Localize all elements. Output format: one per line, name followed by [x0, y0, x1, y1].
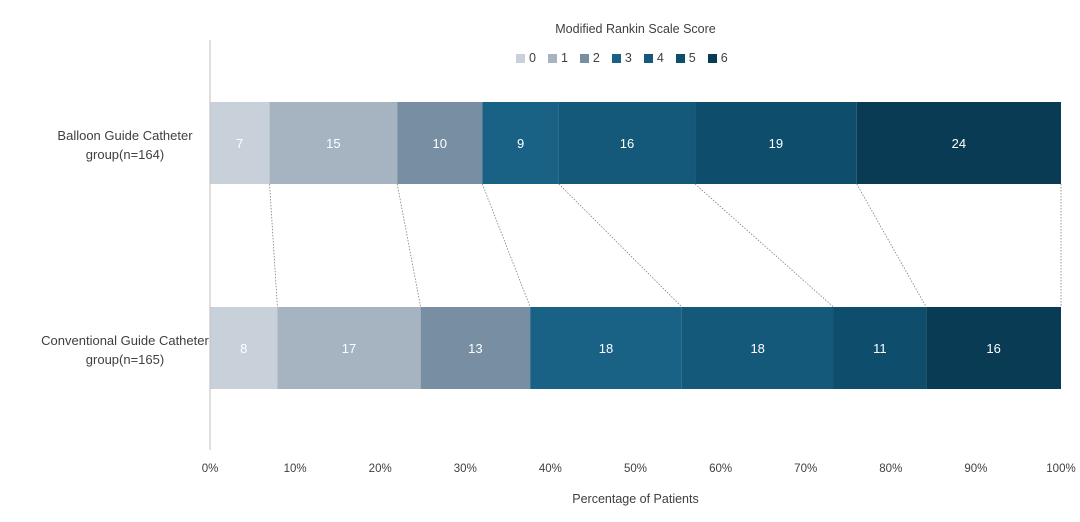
data-label: 18	[599, 341, 613, 356]
x-tick-label: 70%	[794, 463, 817, 475]
legend-swatch	[643, 53, 653, 63]
data-label: 10	[433, 136, 447, 151]
data-label: 11	[873, 341, 887, 356]
legend-label: 1	[560, 51, 568, 65]
data-label: 15	[326, 136, 340, 151]
legend-title: Modified Rankin Scale Score	[555, 22, 716, 36]
bar-segment	[397, 102, 483, 184]
bar-segment	[681, 307, 834, 389]
series-line	[269, 183, 278, 308]
x-tick-label: 30%	[454, 463, 477, 475]
legend-item-4: 4	[643, 51, 664, 65]
series-line	[694, 183, 834, 308]
data-label: 16	[986, 341, 1000, 356]
bar-segment	[695, 102, 857, 184]
legend-swatch	[516, 53, 525, 63]
category-label: Balloon Guide Catheter	[57, 128, 193, 143]
category-label: Conventional Guide Catheter	[41, 333, 209, 348]
data-label: 24	[952, 136, 966, 151]
bar-segment	[269, 102, 398, 184]
legend-label: 6	[720, 51, 728, 65]
data-label: 13	[468, 341, 482, 356]
legend-label: 3	[624, 51, 632, 65]
legend-label: 2	[592, 51, 600, 65]
bar-segment	[530, 307, 682, 389]
series-line	[481, 183, 531, 308]
bar-segment	[210, 102, 270, 184]
data-label: 16	[620, 136, 634, 151]
legend-label: 4	[656, 51, 664, 65]
legend-swatch	[547, 53, 557, 63]
bar-segment	[856, 102, 1061, 184]
x-tick-label: 80%	[879, 463, 902, 475]
data-label: 19	[769, 136, 783, 151]
legend-label: 0	[529, 51, 536, 65]
x-tick-label: 20%	[369, 463, 392, 475]
data-label: 9	[517, 136, 524, 151]
series-line	[558, 183, 683, 308]
data-label: 18	[750, 341, 764, 356]
legend-label: 5	[688, 51, 696, 65]
data-label: 17	[342, 341, 356, 356]
legend-item-3: 3	[611, 51, 632, 65]
legend-item-1: 1	[547, 51, 568, 65]
data-label: 7	[236, 136, 243, 151]
x-tick-label: 0%	[202, 463, 219, 475]
category-label: group(n=165)	[86, 352, 164, 367]
legend-swatch	[611, 53, 621, 63]
x-axis-label: Percentage of Patients	[572, 492, 698, 506]
legend-swatch	[579, 53, 589, 63]
legend: 0 1 2 3 4 5 6	[516, 51, 728, 65]
series-line	[396, 183, 422, 308]
x-tick-label: 100%	[1046, 463, 1075, 475]
x-tick-label: 40%	[539, 463, 562, 475]
legend-swatch	[675, 53, 685, 63]
data-label: 8	[240, 341, 247, 356]
series-line	[856, 183, 927, 308]
legend-item-5: 5	[675, 51, 696, 65]
bar-segment	[277, 307, 421, 389]
bar-segment	[210, 307, 278, 389]
bar-segment	[420, 307, 531, 389]
legend-item-6: 6	[707, 51, 728, 65]
bar-segment	[833, 307, 927, 389]
bar-segment	[926, 307, 1061, 389]
legend-item-0: 0	[516, 51, 536, 65]
legend-swatch	[707, 53, 717, 63]
x-tick-label: 10%	[284, 463, 307, 475]
x-tick-label: 60%	[709, 463, 732, 475]
x-tick-label: 50%	[624, 463, 647, 475]
bar-segment	[558, 102, 696, 184]
category-label: group(n=164)	[86, 147, 164, 162]
bar-segment	[482, 102, 559, 184]
x-tick-label: 90%	[964, 463, 987, 475]
legend-item-2: 2	[579, 51, 600, 65]
